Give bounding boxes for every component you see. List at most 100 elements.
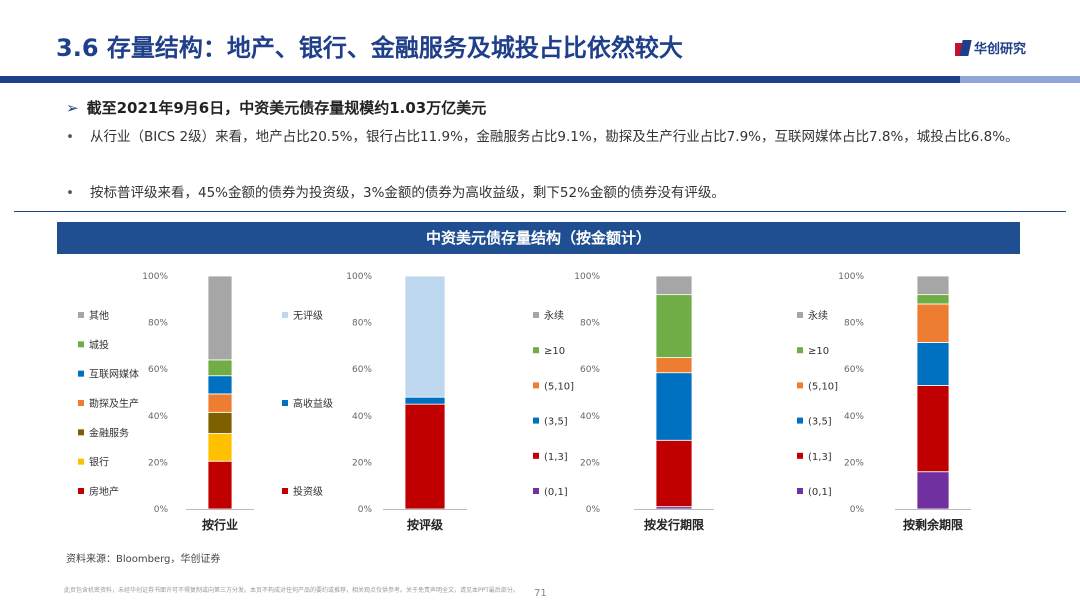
bar-segment (916, 294, 950, 305)
x-axis-label: 按评级 (407, 517, 443, 532)
legend-label: (1,3] (808, 452, 832, 463)
legend-swatch (282, 312, 288, 318)
legend-swatch (78, 312, 84, 318)
bar-segment (916, 275, 950, 296)
legend-label: (3,5] (544, 417, 568, 428)
legend-label: (1,3] (544, 452, 568, 463)
bar-segment (207, 433, 233, 462)
bar-segment (916, 342, 950, 386)
brand-logo: 华创研究 (955, 38, 1026, 57)
legend-swatch (78, 400, 84, 406)
source-note: 资料来源：Bloomberg，华创证券 (66, 554, 221, 565)
page-title: 3.6 存量结构：地产、银行、金融服务及城投占比依然较大 (56, 34, 683, 62)
y-tick-label: 60% (148, 365, 168, 375)
stacked-bar-charts: 0% 20% 40% 60% 80% 100% 其他城投互联网媒体勘探及生产金融服务银行房地… (78, 272, 971, 532)
y-tick-label: 0% (850, 505, 865, 515)
bar-segment (655, 372, 693, 441)
y-tick-label: 20% (844, 458, 864, 468)
sub-bullet-industry: • 从行业（BICS 2级）来看，地产占比20.5%，银行占比11.9%，金融服… (66, 125, 1050, 150)
header-rule (0, 76, 1080, 83)
legend-label: 永续 (544, 309, 564, 322)
legend-swatch (533, 488, 539, 494)
bar-segment (655, 275, 693, 296)
x-axis-label: 按行业 (202, 517, 238, 532)
legend-label: ≥10 (544, 346, 565, 357)
y-tick-label: 80% (580, 319, 600, 329)
legend-swatch (78, 488, 84, 494)
main-bullet-text: 截至2021年9月6日，中资美元债存量规模约1.03万亿美元 (86, 99, 487, 117)
legend-label: (0,1] (808, 487, 832, 498)
y-tick-label: 100% (346, 272, 372, 282)
x-axis-label: 按剩余期限 (903, 517, 963, 532)
legend-swatch (797, 312, 803, 318)
legend-label: 其他 (89, 309, 109, 322)
legend-label: (0,1] (544, 487, 568, 498)
legend-swatch (797, 347, 803, 354)
bar-segment (207, 411, 233, 434)
logo-text: 华创研究 (974, 42, 1027, 57)
bar-segment (404, 275, 446, 398)
legend-swatch (797, 452, 803, 459)
arrow-bullet-icon: ➢ (66, 99, 79, 117)
y-tick-label: 0% (586, 505, 601, 515)
y-tick-label: 80% (148, 319, 168, 329)
bar-segment (655, 439, 693, 508)
legend-label: 无评级 (293, 310, 323, 322)
legend-swatch (533, 452, 539, 459)
y-tick-label: 20% (148, 458, 168, 468)
x-axis-label: 按发行期限 (644, 517, 704, 532)
y-tick-label: 20% (352, 458, 372, 468)
bar-segment (655, 357, 693, 374)
section-divider (14, 211, 1066, 212)
legend-label: (5,10] (808, 381, 838, 392)
legend-label: 城投 (89, 338, 109, 351)
legend-swatch (78, 458, 84, 465)
y-tick-label: 100% (838, 272, 864, 282)
y-tick-label: 80% (844, 319, 864, 329)
bar-segment (916, 385, 950, 473)
bar-segment (207, 359, 233, 377)
legend-swatch (533, 382, 539, 389)
y-tick-label: 40% (148, 412, 168, 422)
logo-mark-icon (955, 39, 972, 56)
legend-label: (3,5] (808, 417, 832, 428)
legend-label: 高收益级 (293, 397, 333, 410)
legend-label: 勘探及生产 (89, 397, 139, 410)
bar-segment (207, 393, 233, 413)
legend-swatch (533, 347, 539, 354)
legend-label: 金融服务 (89, 426, 129, 439)
legend-swatch (797, 488, 803, 494)
y-tick-label: 0% (154, 505, 169, 515)
legend-swatch (78, 370, 84, 377)
bar-segment (404, 403, 446, 510)
disclaimer: 此页包含机密资料，未经华创证券书面许可不得复制或向第三方分发。本页不构成对任何产… (64, 587, 519, 594)
legend-label: 投资级 (293, 485, 323, 498)
y-tick-label: 100% (142, 272, 168, 282)
bar-segment (916, 303, 950, 343)
main-bullet: ➢ 截至2021年9月6日，中资美元债存量规模约1.03万亿美元 (66, 97, 486, 118)
bullet-dot-icon: • (66, 129, 74, 145)
sub-bullet-rating: • 按标普评级来看，45%金额的债券为投资级，3%金额的债券为高收益级，剩下52… (66, 181, 1050, 206)
legend-label: 银行 (89, 456, 109, 469)
y-tick-label: 40% (844, 412, 864, 422)
y-tick-label: 20% (580, 458, 600, 468)
y-tick-label: 0% (358, 505, 373, 515)
y-tick-label: 60% (352, 365, 372, 375)
y-tick-label: 60% (580, 365, 600, 375)
legend-label: 永续 (808, 309, 828, 322)
legend-label: 互联网媒体 (89, 369, 139, 381)
chart-banner: 中资美元债存量结构（按金额计） (57, 222, 1020, 254)
y-tick-label: 40% (580, 412, 600, 422)
y-tick-label: 60% (844, 365, 864, 375)
bullet-dot-icon: • (66, 185, 74, 201)
legend-swatch (282, 488, 288, 494)
legend-swatch (533, 312, 539, 318)
y-tick-label: 40% (352, 412, 372, 422)
legend-label: 房地产 (89, 485, 119, 498)
bar-segment (916, 471, 950, 510)
bar-segment (655, 294, 693, 358)
legend-swatch (797, 382, 803, 389)
legend-swatch (282, 400, 288, 406)
legend-label: ≥10 (808, 346, 829, 357)
legend-swatch (797, 417, 803, 424)
